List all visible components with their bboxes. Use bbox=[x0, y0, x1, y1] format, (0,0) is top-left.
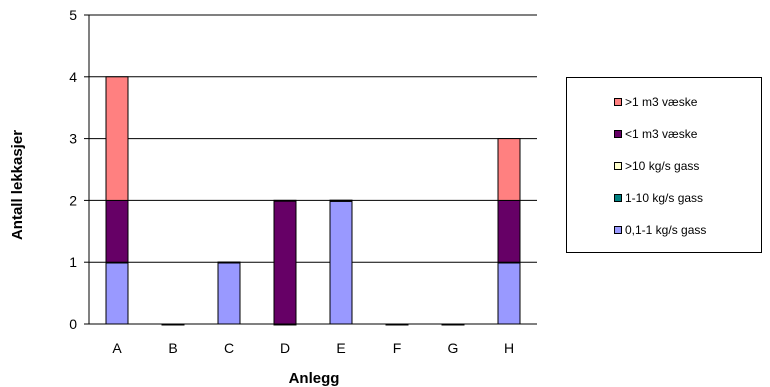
bar-segment bbox=[217, 261, 241, 325]
y-tick-label: 3 bbox=[69, 131, 77, 147]
legend-swatch bbox=[614, 130, 622, 138]
legend-label: >1 m3 væske bbox=[625, 95, 698, 109]
y-tick-label: 5 bbox=[69, 7, 77, 23]
y-tick-label: 1 bbox=[69, 254, 77, 270]
legend-swatch bbox=[614, 162, 622, 170]
x-tick-label: B bbox=[168, 340, 177, 356]
y-tick-label: 0 bbox=[69, 316, 77, 332]
y-axis-label: Antall lekkasjer bbox=[9, 130, 26, 240]
x-tick-label: G bbox=[448, 340, 459, 356]
bar-segment bbox=[329, 199, 353, 325]
legend: >1 m3 væske <1 m3 væske >10 kg/s gass 1-10 … bbox=[566, 77, 762, 253]
bar-segment bbox=[217, 261, 241, 264]
legend-item: <1 m3 væske bbox=[614, 127, 697, 141]
legend-item: >1 m3 væske bbox=[614, 95, 697, 109]
bar-segment bbox=[273, 199, 297, 325]
legend-item: 0,1-1 kg/s gass bbox=[614, 223, 706, 237]
legend-item: >10 kg/s gass bbox=[614, 159, 699, 173]
bar-segment bbox=[105, 76, 129, 201]
x-tick-label: F bbox=[393, 340, 402, 356]
bar-segment bbox=[497, 199, 521, 263]
x-axis-label: Anlegg bbox=[289, 370, 340, 387]
bar-segment bbox=[105, 261, 129, 325]
x-tick-label: D bbox=[280, 340, 290, 356]
legend-label: 0,1-1 kg/s gass bbox=[625, 223, 707, 237]
legend-label: 1-10 kg/s gass bbox=[625, 191, 704, 205]
legend-swatch bbox=[614, 98, 622, 106]
legend-swatch bbox=[614, 226, 622, 234]
bar-segment bbox=[273, 199, 297, 202]
legend-swatch bbox=[614, 194, 622, 202]
y-tick-label: 4 bbox=[69, 69, 77, 85]
x-tick-label: E bbox=[336, 340, 345, 356]
x-tick-label: H bbox=[504, 340, 514, 356]
x-tick-label: A bbox=[112, 340, 122, 356]
bar-segment bbox=[497, 138, 521, 201]
y-tick-label: 2 bbox=[69, 192, 77, 208]
x-tick-label: C bbox=[224, 340, 234, 356]
bar-segment bbox=[329, 199, 353, 202]
legend-item: 1-10 kg/s gass bbox=[614, 191, 703, 205]
bar-segment bbox=[497, 261, 521, 325]
legend-label: >10 kg/s gass bbox=[625, 159, 700, 173]
bar-segment bbox=[105, 199, 129, 263]
legend-label: <1 m3 væske bbox=[625, 127, 698, 141]
